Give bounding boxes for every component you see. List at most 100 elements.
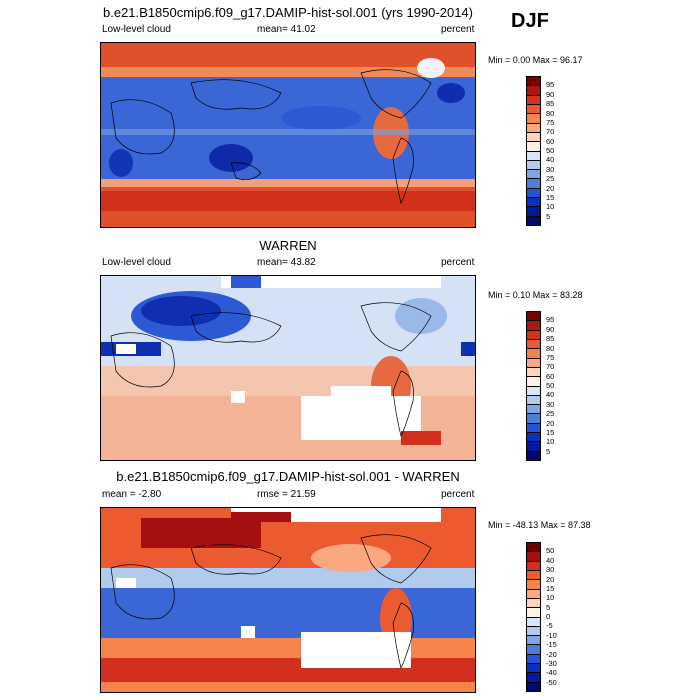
colorbar-swatch [527,207,540,217]
panel-2-title: WARREN [259,238,317,253]
colorbar-tick-label: 95 [546,80,555,90]
panel-2-variable-label: Low-level cloud [102,257,171,268]
colorbar-swatch [527,608,540,618]
colorbar-swatch [527,330,540,340]
colorbar-tick-label: 15 [546,192,555,202]
panel-1-mean: mean= 41.02 [257,24,316,35]
panel-3-rmse: rmse = 21.59 [257,489,316,500]
colorbar-swatch [527,598,540,609]
colorbar-tick-label: -10 [546,630,557,640]
panel-1-title: b.e21.B1850cmip6.f09_g17.DAMIP-hist-sol.… [103,5,473,20]
colorbar-tick-label: 90 [546,89,555,99]
colorbar-tick-label: 25 [546,174,555,184]
panel-2-map [100,275,476,461]
colorbar-tick-label: 10 [546,593,555,603]
colorbar-swatch [527,104,540,115]
colorbar-tick-label: 15 [546,427,555,437]
colorbar-tick-label: 0 [546,612,551,621]
colorbar-tick-label: -50 [546,677,557,687]
colorbar-swatch [527,552,540,562]
colorbar-swatch [527,433,540,443]
colorbar-swatch [527,132,540,143]
colorbar-swatch [527,216,540,225]
colorbar-tick-label: 20 [546,418,555,428]
colorbar-swatch [527,664,540,674]
colorbar-tick-label: 5 [546,446,551,456]
colorbar-swatch [527,179,540,189]
colorbar-swatch [527,451,540,460]
colorbar-tick-label: 30 [546,399,555,409]
colorbar-tick-label: 85 [546,334,555,344]
colorbar-tick-label: 50 [546,146,555,155]
colorbar-tick-label: 10 [546,202,555,212]
panel-3-minmax: Min = -48.13 Max = 87.38 [488,520,591,530]
colorbar-swatch [527,673,540,683]
colorbar-tick-label: 10 [546,437,555,447]
panel-2-minmax: Min = 0.10 Max = 83.28 [488,290,583,300]
colorbar-swatch [527,543,540,553]
colorbar-tick-label: 20 [546,574,555,584]
panel-3-map [100,507,476,693]
colorbar-tick-label: 85 [546,99,555,109]
colorbar-tick-label: -5 [546,621,553,631]
colorbar-swatch [527,367,540,378]
colorbar-tick-label: -20 [546,649,557,659]
colorbar-swatch [527,414,540,424]
colorbar-tick-label: 5 [546,602,551,612]
colorbar-tick-label: 80 [546,108,555,118]
panel-2-colorbar [526,311,541,461]
colorbar-tick-label: 60 [546,371,555,381]
colorbar-swatch [527,349,540,359]
colorbar-swatch [527,312,540,322]
colorbar-swatch [527,570,540,581]
colorbar-swatch [527,589,540,599]
panel-2-units: percent [441,257,475,268]
colorbar-swatch [527,123,540,133]
colorbar-tick-label: 90 [546,324,555,334]
colorbar-tick-label: 20 [546,183,555,193]
colorbar-swatch [527,188,540,199]
panel-1-variable-label: Low-level cloud [102,24,171,35]
colorbar-swatch [527,321,540,331]
colorbar-swatch [527,170,540,180]
colorbar-swatch [527,636,540,646]
colorbar-swatch [527,114,540,124]
colorbar-tick-label: 70 [546,362,555,372]
colorbar-tick-label: 40 [546,555,555,565]
panel-3-colorbar [526,542,541,692]
panel-3-mean: mean = -2.80 [102,489,162,500]
colorbar-swatch [527,617,540,627]
panel-3-title: b.e21.B1850cmip6.f09_g17.DAMIP-hist-sol.… [116,469,460,484]
colorbar-tick-label: 30 [546,164,555,174]
colorbar-tick-label: 40 [546,390,555,400]
colorbar-tick-label: 40 [546,155,555,165]
colorbar-swatch [527,358,540,368]
colorbar-swatch [527,151,540,161]
panel-1-map [100,42,476,228]
colorbar-tick-label: 70 [546,127,555,137]
colorbar-tick-label: 50 [546,546,555,556]
colorbar-swatch [527,561,540,571]
panel-1-colorbar [526,76,541,226]
colorbar-tick-label: 60 [546,136,555,146]
colorbar-swatch [527,77,540,87]
colorbar-swatch [527,160,540,171]
colorbar-swatch [527,198,540,208]
colorbar-tick-label: 15 [546,583,555,593]
panel-2-map-plot [101,276,475,460]
panel-1-map-plot [101,43,475,227]
colorbar-tick-label: -15 [546,640,557,650]
colorbar-swatch [527,142,540,152]
panel-2-mean: mean= 43.82 [257,257,316,268]
colorbar-swatch [527,377,540,387]
panel-1-units: percent [441,24,475,35]
colorbar-swatch [527,682,540,691]
colorbar-swatch [527,442,540,452]
colorbar-swatch [527,645,540,655]
season-label: DJF [511,10,549,32]
colorbar-swatch [527,405,540,415]
colorbar-tick-label: 30 [546,565,555,575]
panel-3-units: percent [441,489,475,500]
colorbar-tick-label: -40 [546,668,557,678]
colorbar-swatch [527,580,540,590]
